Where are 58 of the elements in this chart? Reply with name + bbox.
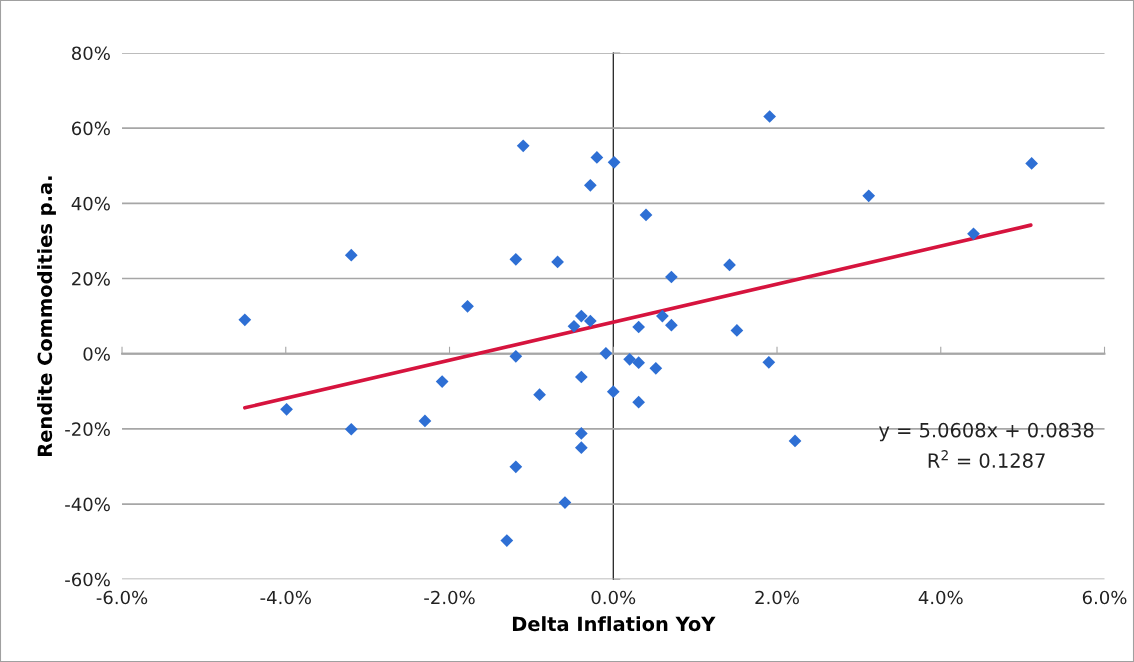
x-tick-label: 0.0% [591, 590, 636, 605]
point [509, 349, 523, 363]
point [762, 355, 776, 369]
point [574, 427, 588, 440]
point [574, 370, 588, 384]
point [574, 309, 588, 323]
point [1025, 157, 1039, 170]
point [862, 189, 876, 203]
x-tick-label: -6.0% [96, 590, 148, 605]
point [509, 460, 523, 474]
point [656, 309, 669, 323]
y-tick-label: 40% [71, 196, 110, 211]
point [516, 139, 530, 153]
y-tick-label: -60% [65, 572, 110, 587]
point [461, 299, 474, 313]
point [583, 178, 597, 192]
point [623, 352, 637, 366]
y-axis-title: Rendite Commodities p.a. [37, 176, 56, 456]
point [583, 314, 597, 328]
x-axis-title: Delta Inflation YoY [512, 616, 716, 632]
annotation: R$^{2}$ = 0.1287 [928, 450, 1045, 468]
point [649, 361, 663, 375]
point [599, 346, 613, 360]
point [509, 252, 523, 266]
point [632, 320, 646, 334]
point [730, 324, 744, 337]
point [344, 248, 358, 262]
y-tick-label: 80% [72, 46, 110, 61]
point [533, 388, 546, 402]
point [590, 151, 604, 164]
point [606, 385, 620, 399]
point [763, 110, 777, 123]
point [632, 395, 646, 409]
x-tick-label: -2.0% [424, 590, 475, 605]
point [574, 441, 588, 455]
x-tick-label: 2.0% [755, 590, 799, 605]
point [238, 313, 252, 327]
y-tick-label: 0% [83, 347, 110, 361]
point [607, 155, 621, 169]
point [280, 402, 293, 416]
y-tick-label: 60% [72, 121, 110, 136]
y-tick-label: 20% [72, 271, 110, 286]
point [435, 375, 449, 388]
point [344, 422, 358, 436]
annotation: y = 5.0608x + 0.0838 [879, 422, 1094, 442]
x-tick-label: -4.0% [260, 590, 311, 605]
point [567, 319, 581, 333]
point [639, 208, 653, 222]
point [500, 534, 514, 547]
point [665, 318, 678, 332]
point [632, 356, 646, 370]
x-tick-label: 6.0% [1082, 590, 1127, 605]
point [967, 227, 980, 241]
x-tick-label: 4.0% [918, 590, 963, 605]
point [418, 414, 432, 428]
y-tick-label: -20% [65, 422, 110, 436]
y-tick-label: -40% [65, 497, 110, 512]
point [788, 434, 802, 448]
